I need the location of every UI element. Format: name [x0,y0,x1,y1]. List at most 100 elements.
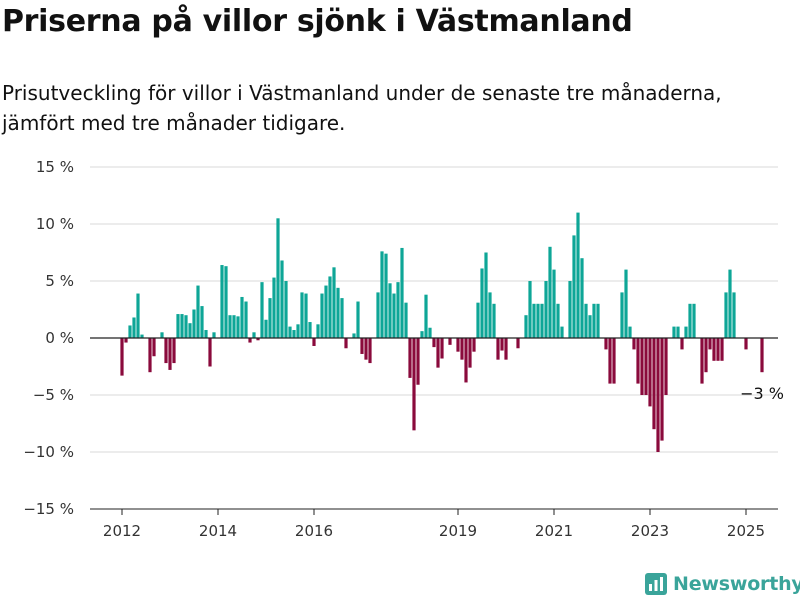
bar [720,338,724,361]
bar [760,338,764,373]
bar [252,332,256,338]
bar [288,326,292,338]
bar [588,315,592,338]
bar [308,322,312,338]
bar [680,338,684,350]
bar [728,269,732,338]
bar [248,338,252,343]
bar [524,315,528,338]
bar [584,303,588,338]
bar [172,338,176,364]
bar [180,314,184,338]
y-tick-label: 10 % [36,215,74,233]
y-axis: 15 % 10 % 5 % 0 % −5 % −10 % −15 % [23,158,74,518]
bar [700,338,704,384]
x-tick-label: 2016 [295,522,333,540]
bar [644,338,648,395]
bar [708,338,712,350]
bar [240,296,244,338]
bar [412,338,416,431]
x-tick-label: 2023 [631,522,669,540]
bar [140,334,144,338]
bar [532,303,536,338]
bar [704,338,708,373]
y-tick-label: 15 % [36,158,74,176]
bar [628,326,632,338]
bar [496,338,500,360]
bar [268,298,272,338]
bar [492,303,496,338]
bar [472,338,476,352]
chart-subtitle: Prisutveckling för villor i Västmanland … [2,81,722,135]
bar [732,292,736,338]
bar [560,326,564,338]
bar [232,315,236,338]
x-tick-label: 2012 [103,522,141,540]
bar [164,338,168,364]
x-tick-label: 2014 [199,522,237,540]
bar [420,331,424,338]
bar [244,301,248,338]
y-tick-label: −5 % [33,386,74,404]
bar [692,303,696,338]
bar [260,282,264,338]
bar [552,269,556,338]
y-tick-label: −10 % [23,443,74,461]
bar [408,338,412,378]
bar [672,326,676,338]
bar [448,338,452,345]
bar [396,282,400,338]
bar [416,338,420,385]
bar [640,338,644,395]
bar [352,333,356,338]
bar [576,212,580,338]
bar [436,338,440,368]
bar [120,338,124,376]
bar [676,326,680,338]
bar [592,303,596,338]
last-value-label: −3 % [740,384,784,403]
bar [504,338,508,360]
bar [124,338,128,343]
bar [440,338,444,359]
bar [556,303,560,338]
bar [256,338,260,341]
bar-chart: 15 %10 %5 %0 %−5 %−10 %−15 % 2012 2014 201… [23,158,784,540]
bar [220,265,224,338]
bar [356,301,360,338]
bar [228,315,232,338]
bar [388,283,392,338]
bar [168,338,172,370]
bar [344,338,348,349]
bar [460,338,464,360]
bar [148,338,152,373]
bar [544,281,548,338]
bar [204,330,208,338]
bar [636,338,640,384]
bar [476,302,480,338]
bar [612,338,616,384]
bar [380,251,384,338]
bar [404,302,408,338]
bar [660,338,664,441]
bar [480,268,484,338]
bar [208,338,212,367]
bar [632,338,636,350]
bar [188,323,192,338]
bar [464,338,468,383]
bar [648,338,652,407]
bar [536,303,540,338]
bar [300,292,304,338]
bar [712,338,716,361]
bar [664,338,668,395]
bar [724,292,728,338]
bar [428,327,432,338]
bar [340,298,344,338]
bar [236,316,240,338]
x-tick-label: 2025 [727,522,765,540]
brand-logo: Newsworthy [645,568,800,600]
gridlines [90,166,778,510]
bar [456,338,460,352]
brand-name: Newsworthy [673,573,800,595]
bar [548,246,552,338]
